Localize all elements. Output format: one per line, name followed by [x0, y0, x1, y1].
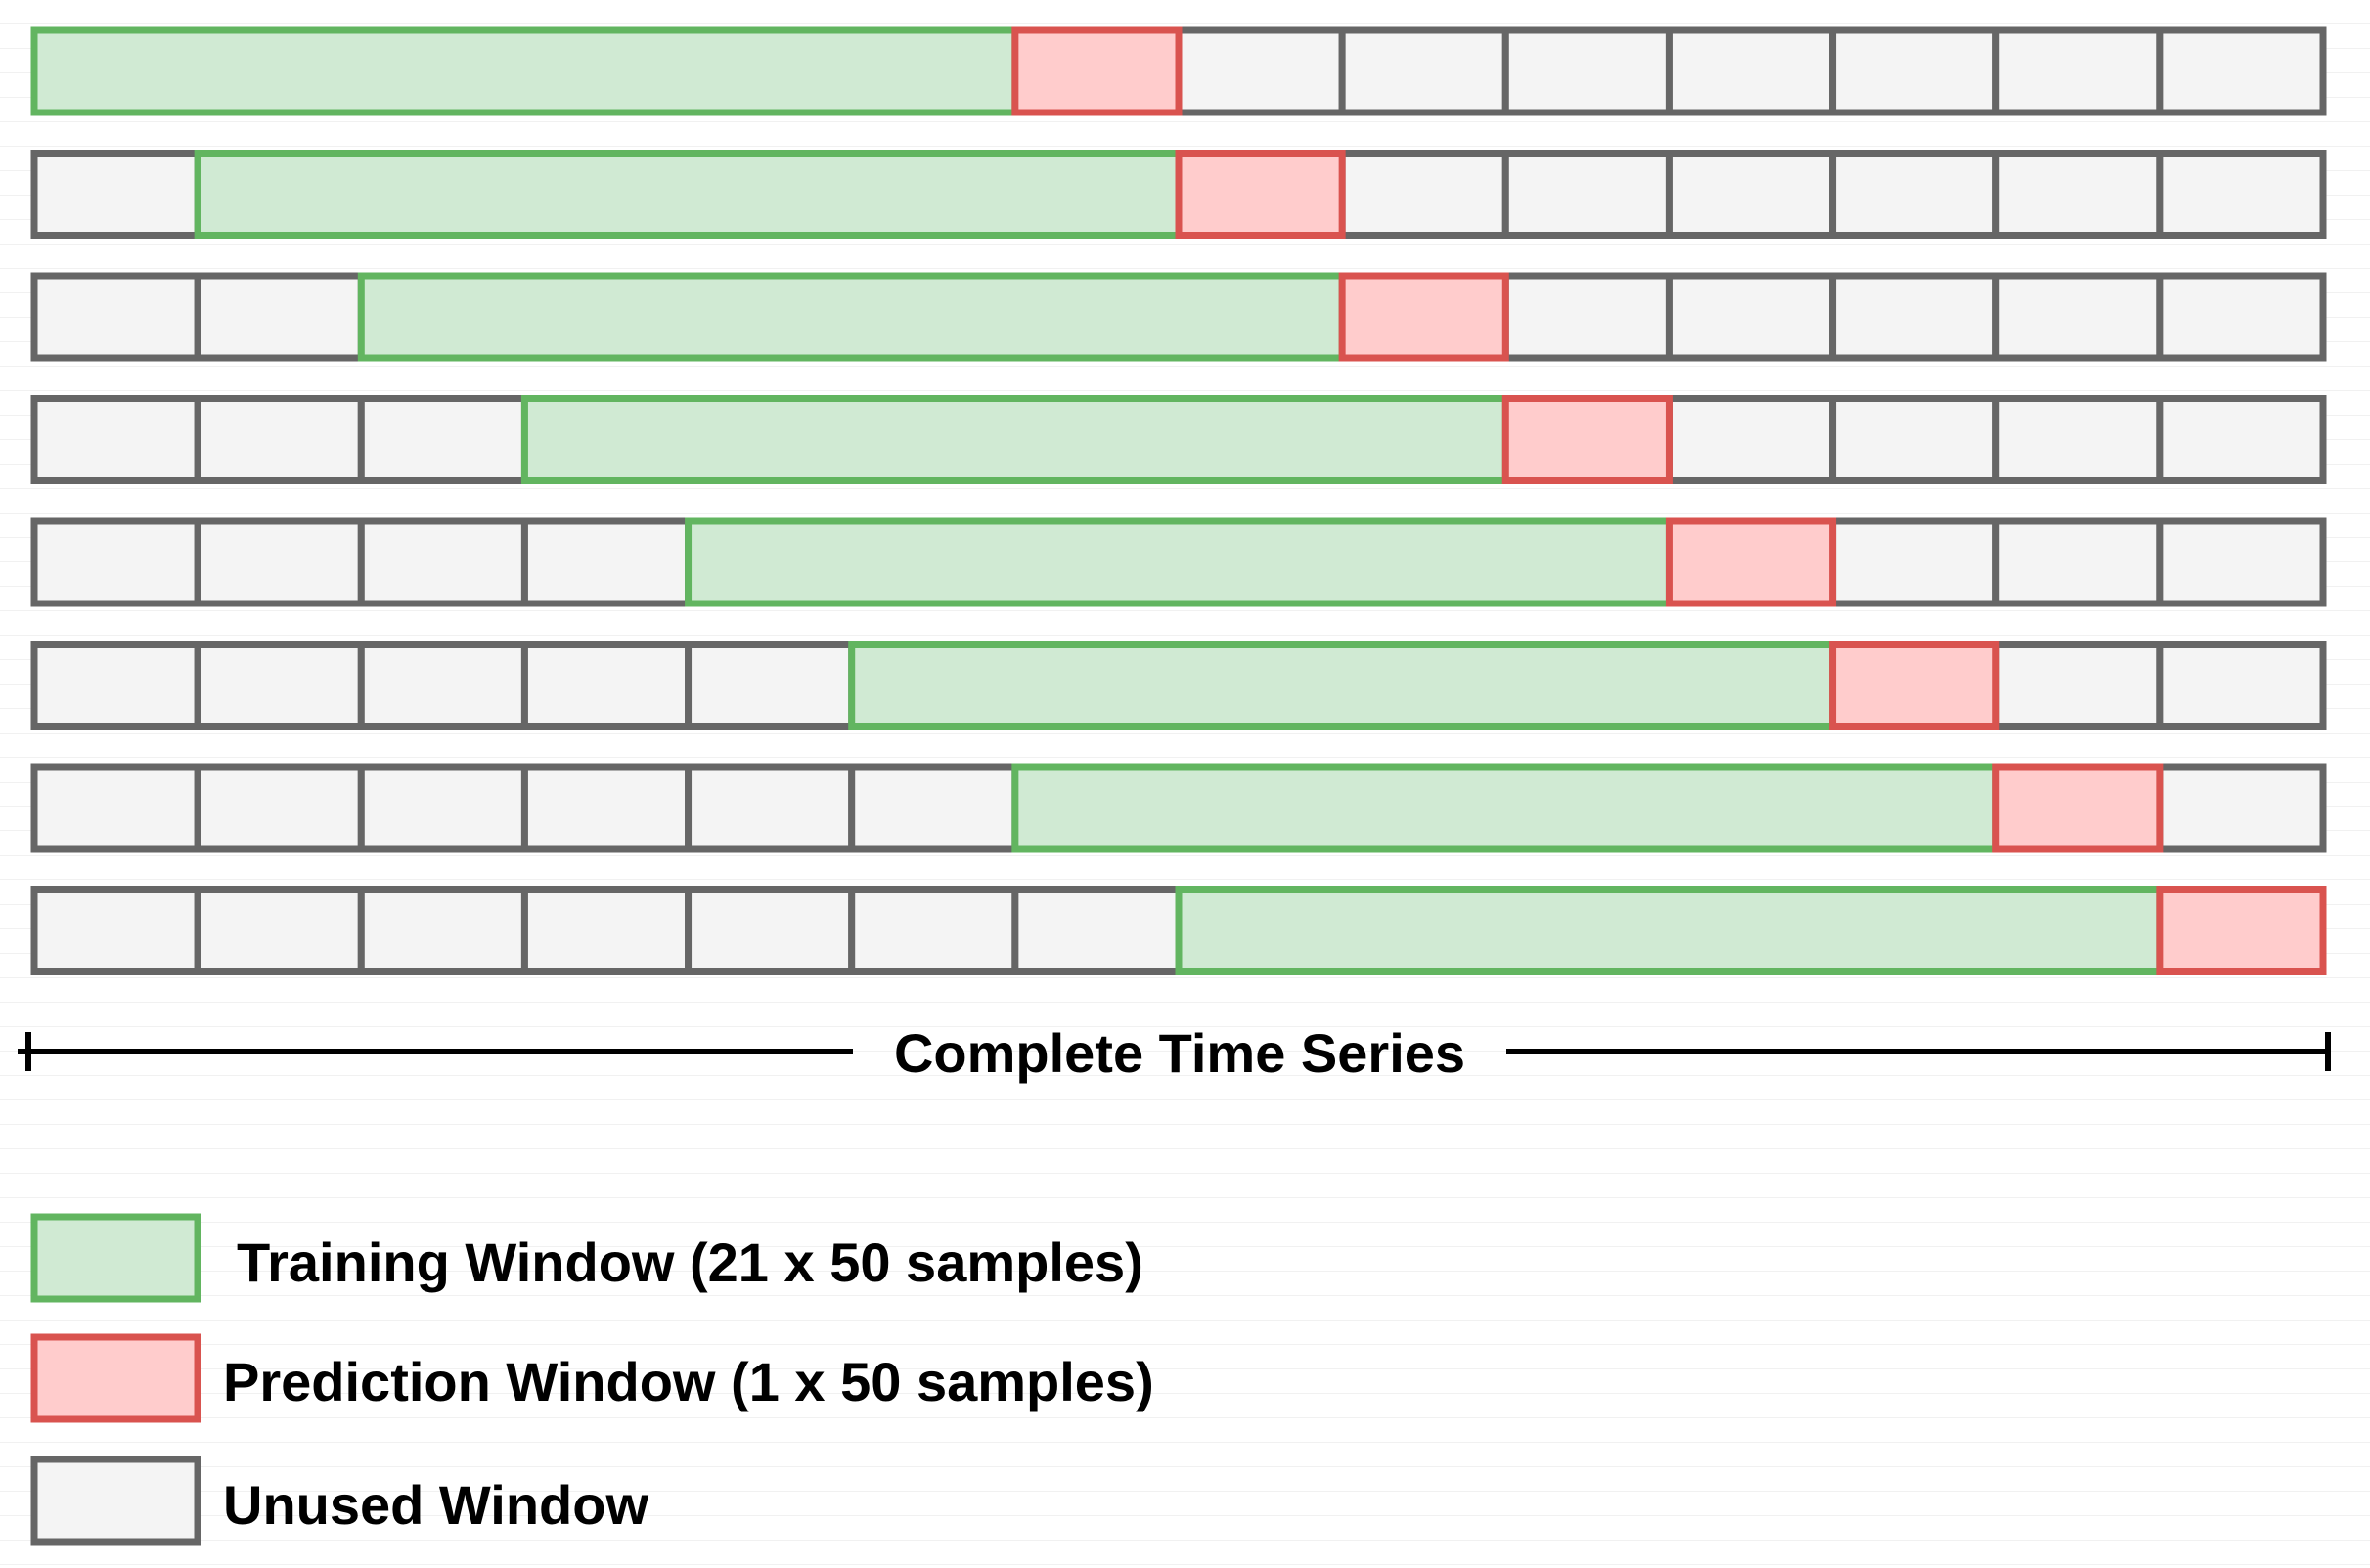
legend-swatch-prediction	[30, 1333, 201, 1423]
legend-swatch-training	[30, 1213, 201, 1303]
unused-window	[2156, 150, 2327, 239]
legend-label-training: Training Window (21 x 50 samples)	[237, 1232, 1143, 1293]
window-row	[30, 150, 2327, 239]
unused-window	[520, 517, 693, 607]
legend-swatch-unused	[30, 1456, 201, 1546]
unused-window	[520, 763, 693, 853]
prediction-window	[1665, 517, 1837, 607]
unused-window	[1829, 272, 2000, 362]
unused-window	[1665, 150, 1837, 239]
time-series-axis: Complete Time Series	[18, 1022, 2331, 1084]
unused-window	[520, 886, 693, 975]
training-window	[848, 641, 1837, 730]
window-row	[30, 26, 2327, 116]
unused-window	[1338, 26, 1509, 116]
training-window	[1011, 763, 2000, 853]
unused-window	[194, 517, 365, 607]
legend-item-unused: Unused Window	[30, 1456, 648, 1546]
unused-window	[685, 641, 856, 730]
unused-window	[2156, 272, 2327, 362]
unused-window	[848, 886, 1019, 975]
unused-window	[1992, 641, 2164, 730]
unused-window	[30, 272, 201, 362]
unused-window	[30, 150, 201, 239]
unused-window	[357, 886, 528, 975]
prediction-window	[1829, 641, 2000, 730]
unused-window	[1665, 26, 1837, 116]
unused-window	[30, 517, 201, 607]
training-window	[685, 517, 1673, 607]
legend-label-prediction: Prediction Window (1 x 50 samples)	[223, 1351, 1154, 1412]
unused-window	[848, 763, 1019, 853]
unused-window	[30, 763, 201, 853]
unused-window	[194, 641, 365, 730]
window-row	[30, 272, 2327, 362]
unused-window	[357, 395, 528, 484]
unused-window	[194, 395, 365, 484]
unused-window	[520, 641, 693, 730]
legend-item-prediction: Prediction Window (1 x 50 samples)	[30, 1333, 1154, 1423]
prediction-window	[2156, 886, 2327, 975]
window-rows	[30, 26, 2327, 975]
unused-window	[2156, 26, 2327, 116]
unused-window	[30, 395, 201, 484]
axis-label: Complete Time Series	[894, 1022, 1465, 1084]
unused-window	[30, 886, 201, 975]
unused-window	[1501, 272, 1673, 362]
unused-window	[1501, 150, 1673, 239]
unused-window	[1992, 517, 2164, 607]
unused-window	[1501, 26, 1673, 116]
unused-window	[30, 641, 201, 730]
prediction-window	[1992, 763, 2164, 853]
unused-window	[194, 763, 365, 853]
unused-window	[2156, 641, 2327, 730]
unused-window	[194, 272, 365, 362]
unused-window	[1665, 272, 1837, 362]
prediction-window	[1011, 26, 1183, 116]
unused-window	[357, 517, 528, 607]
window-row	[30, 886, 2327, 975]
training-window	[30, 26, 1019, 116]
unused-window	[194, 886, 365, 975]
unused-window	[1992, 395, 2164, 484]
window-row	[30, 517, 2327, 607]
unused-window	[1829, 26, 2000, 116]
training-window	[357, 272, 1346, 362]
legend: Training Window (21 x 50 samples) Predic…	[30, 1213, 1154, 1546]
window-row	[30, 763, 2327, 853]
unused-window	[1175, 26, 1346, 116]
prediction-window	[1501, 395, 1673, 484]
unused-window	[2156, 395, 2327, 484]
legend-label-unused: Unused Window	[223, 1474, 648, 1536]
unused-window	[1338, 150, 1509, 239]
unused-window	[1829, 517, 2000, 607]
unused-window	[685, 886, 856, 975]
unused-window	[1665, 395, 1837, 484]
prediction-window	[1175, 150, 1346, 239]
unused-window	[357, 763, 528, 853]
unused-window	[1829, 150, 2000, 239]
unused-window	[357, 641, 528, 730]
unused-window	[1992, 150, 2164, 239]
training-window	[1175, 886, 2164, 975]
training-window	[194, 150, 1183, 239]
window-row	[30, 395, 2327, 484]
unused-window	[1992, 26, 2164, 116]
window-row	[30, 641, 2327, 730]
training-window	[520, 395, 1509, 484]
unused-window	[1011, 886, 1183, 975]
prediction-window	[1338, 272, 1509, 362]
unused-window	[1992, 272, 2164, 362]
unused-window	[2156, 517, 2327, 607]
unused-window	[1829, 395, 2000, 484]
legend-item-training: Training Window (21 x 50 samples)	[30, 1213, 1143, 1303]
unused-window	[2156, 763, 2327, 853]
unused-window	[685, 763, 856, 853]
